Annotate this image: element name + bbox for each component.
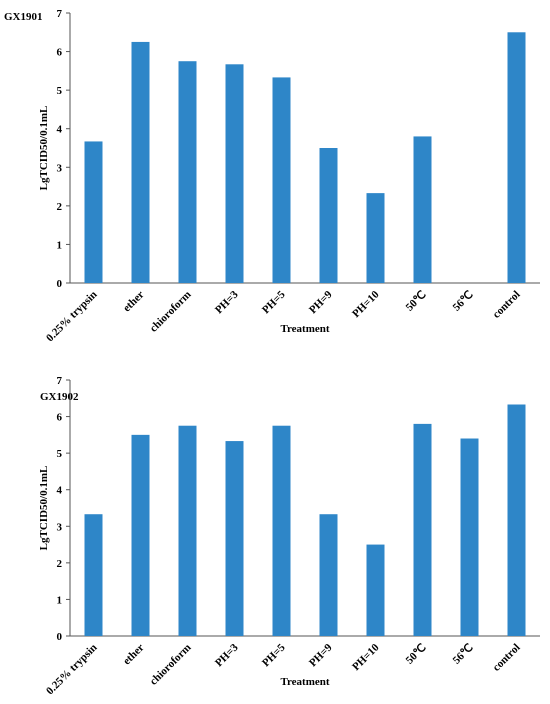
y-tick-label: 4 — [57, 124, 63, 136]
y-tick-label: 7 — [57, 8, 63, 20]
y-tick-label: 1 — [57, 594, 63, 606]
x-tick-label: PH=9 — [307, 641, 335, 669]
y-tick-label: 5 — [57, 85, 63, 97]
bar — [84, 141, 103, 283]
y-axis-label: LgTCID50/0.1mL — [38, 106, 50, 191]
y-tick-label: 4 — [57, 485, 63, 497]
bar — [413, 423, 432, 636]
y-axis-label: LgTCID50/0.1mL — [38, 466, 50, 551]
x-tick-label: PH=5 — [260, 641, 288, 669]
bar — [366, 544, 385, 636]
x-axis-label: Treatment — [280, 323, 329, 335]
bar — [319, 148, 338, 283]
x-tick-label: control — [491, 642, 523, 674]
y-tick-label: 3 — [57, 162, 63, 174]
bar — [84, 514, 103, 636]
x-tick-label: control — [491, 289, 523, 321]
bar — [225, 441, 244, 636]
bar — [413, 136, 432, 283]
y-tick-label: 7 — [57, 375, 63, 387]
y-tick-label: 5 — [57, 448, 63, 460]
bar — [178, 425, 197, 636]
bar — [319, 514, 338, 636]
x-tick-label: PH=10 — [350, 641, 382, 673]
bar — [272, 425, 291, 636]
y-tick-label: 2 — [57, 558, 63, 570]
x-tick-label: 0.25% trypsin — [44, 289, 100, 345]
y-tick-label: 1 — [57, 239, 63, 251]
y-tick-label: 6 — [57, 412, 63, 424]
chart-label: GX1902 — [40, 391, 79, 403]
y-tick-label: 3 — [57, 521, 63, 533]
bar — [131, 434, 150, 636]
x-tick-label: ether — [121, 642, 147, 668]
x-tick-label: PH=3 — [213, 641, 241, 669]
x-tick-label: 56℃ — [451, 642, 476, 667]
x-tick-label: PH=10 — [350, 288, 382, 320]
x-tick-label: chioroform — [148, 289, 194, 335]
x-tick-label: 56℃ — [451, 289, 476, 314]
bar — [507, 404, 526, 636]
x-tick-label: 50℃ — [404, 289, 429, 314]
bar — [507, 32, 526, 284]
x-tick-label: PH=3 — [213, 288, 241, 316]
bar — [225, 64, 244, 283]
y-tick-label: 6 — [57, 47, 63, 59]
bar — [366, 193, 385, 283]
bar — [272, 77, 291, 284]
x-tick-label: 0.25% trypsin — [44, 642, 100, 698]
x-tick-label: chioroform — [148, 642, 194, 688]
chart-label: GX1901 — [4, 11, 43, 23]
x-axis-label: Treatment — [280, 676, 329, 688]
y-tick-label: 2 — [57, 201, 63, 213]
y-tick-label: 0 — [57, 278, 63, 290]
bar — [131, 41, 150, 283]
x-tick-label: PH=5 — [260, 288, 288, 316]
x-tick-label: PH=9 — [307, 288, 335, 316]
bar — [460, 438, 479, 636]
x-tick-label: ether — [121, 289, 147, 315]
bar — [178, 61, 197, 283]
y-tick-label: 0 — [57, 631, 63, 643]
x-tick-label: 50℃ — [404, 642, 429, 667]
